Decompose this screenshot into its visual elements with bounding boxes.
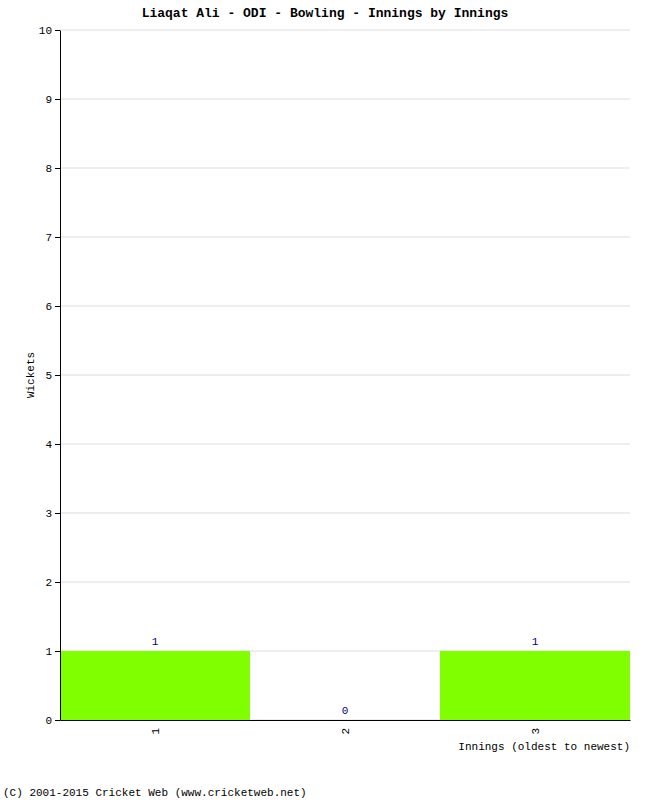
x-tick: 1	[150, 720, 162, 735]
y-tick-label: 1	[45, 646, 52, 658]
y-tick-mark	[55, 582, 60, 583]
y-tick: 1	[45, 646, 60, 658]
y-tick: 3	[45, 508, 60, 520]
y-tick: 10	[39, 25, 60, 37]
footer-text: (C) 2001-2015 Cricket Web (www.cricketwe…	[3, 787, 307, 799]
y-tick: 0	[45, 715, 60, 727]
grid	[60, 30, 630, 720]
bar	[60, 651, 250, 720]
y-tick: 9	[45, 94, 60, 106]
y-axis: 0 1 2 3 4 5 6 7 8 9 10	[39, 25, 61, 727]
grid-line	[60, 513, 630, 514]
y-tick-label: 5	[45, 370, 52, 382]
y-tick-mark	[55, 513, 60, 514]
x-tick-label: 3	[530, 728, 542, 735]
x-tick: 2	[340, 720, 352, 735]
bars	[60, 651, 630, 720]
y-tick-mark	[55, 99, 60, 100]
y-tick-label: 4	[45, 439, 52, 451]
title: Liaqat Ali - ODI - Bowling - Innings by …	[142, 6, 509, 21]
y-tick: 8	[45, 163, 60, 175]
y-tick: 4	[45, 439, 60, 451]
bar	[250, 720, 440, 721]
grid-line	[60, 306, 630, 307]
data-label: 0	[342, 705, 349, 717]
y-tick-label: 8	[45, 163, 52, 175]
y-tick-mark	[55, 306, 60, 307]
y-tick-mark	[55, 168, 60, 169]
bar	[440, 651, 630, 720]
y-tick: 2	[45, 577, 60, 589]
y-tick: 5	[45, 370, 60, 382]
grid-line	[60, 168, 630, 169]
x-axis-line	[61, 720, 631, 721]
background	[0, 0, 650, 800]
y-tick-mark	[55, 237, 60, 238]
grid-line	[60, 444, 630, 445]
grid-line	[60, 582, 630, 583]
y-tick-mark	[55, 30, 60, 31]
grid-line	[60, 237, 630, 238]
y-tick-mark	[55, 444, 60, 445]
annotations: (C) 2001-2015 Cricket Web (www.cricketwe…	[3, 787, 307, 799]
y-tick-label: 3	[45, 508, 52, 520]
x-tick: 3	[530, 720, 542, 735]
y-tick-label: 0	[45, 715, 52, 727]
y-tick-label: 10	[39, 25, 52, 37]
x-axis: 1 2 3	[61, 720, 631, 735]
y-tick-mark	[55, 720, 60, 721]
grid-line	[60, 30, 630, 31]
grid-line	[60, 99, 630, 100]
data-labels: 1 0 1	[152, 636, 539, 717]
grid-line	[60, 375, 630, 376]
x-axis-title: Innings (oldest to newest)	[458, 741, 630, 753]
y-tick-mark	[55, 375, 60, 376]
x-tick-label: 2	[340, 728, 352, 735]
data-label: 1	[152, 636, 159, 648]
y-tick-label: 9	[45, 94, 52, 106]
y-tick-label: 6	[45, 301, 52, 313]
plot: 101012345678910123	[39, 25, 631, 735]
y-axis-title: Wickets	[25, 352, 37, 398]
y-axis-line	[60, 31, 61, 721]
chart: 101012345678910123Liaqat Ali - ODI - Bow…	[0, 0, 650, 800]
y-tick: 6	[45, 301, 60, 313]
y-tick-label: 2	[45, 577, 52, 589]
y-tick-mark	[55, 651, 60, 652]
y-tick-label: 7	[45, 232, 52, 244]
data-label: 1	[532, 636, 539, 648]
y-tick: 7	[45, 232, 60, 244]
x-tick-label: 1	[150, 728, 162, 735]
